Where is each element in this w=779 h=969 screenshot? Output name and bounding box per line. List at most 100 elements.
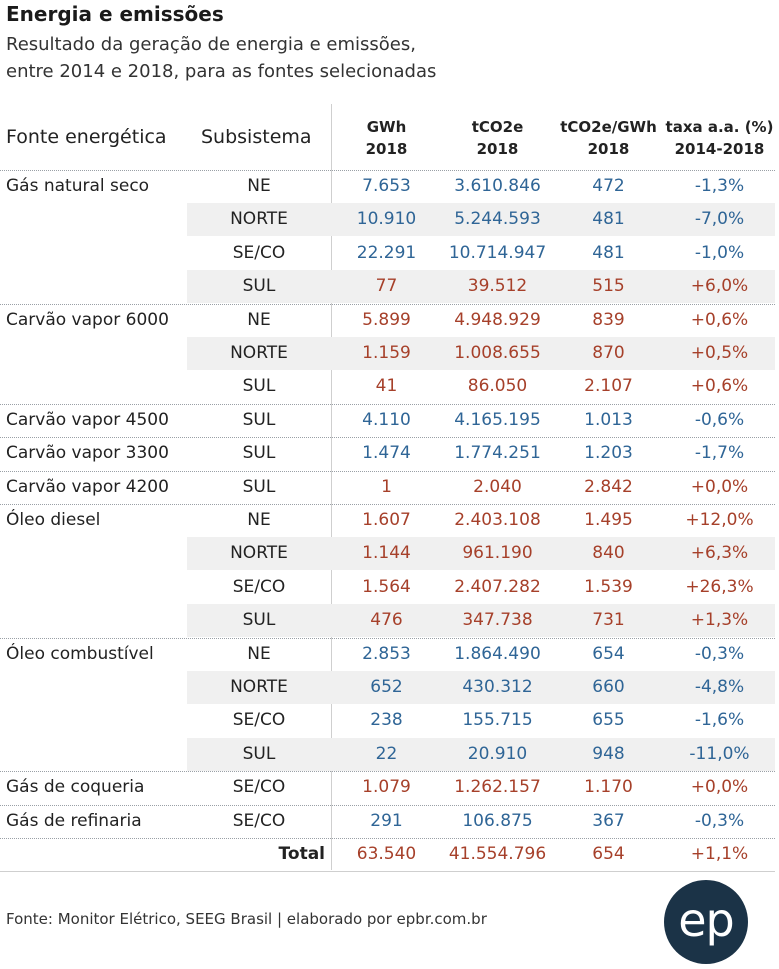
gwh-cell: 238 [370,710,403,731]
total-ratio: 654 [592,844,625,864]
table-row: NORTE 652 430.312 660 -4,8% [0,671,775,704]
taxa-cell: -0,6% [694,409,745,430]
ratio-cell: 515 [592,276,625,297]
tco2e-cell: 39.512 [467,276,528,297]
table-row: Carvão vapor 4500 SUL 4.110 4.165.195 1.013 -… [0,404,775,437]
ratio-cell: 655 [592,710,625,731]
tco2e-cell: 4.165.195 [454,409,541,430]
taxa-cell: +0,6% [690,309,749,330]
ratio-cell: 367 [592,810,625,831]
table-bottom-line [0,871,775,873]
subsistema-cell: SUL [242,409,276,430]
tco2e-cell: 3.610.846 [454,176,541,196]
gwh-cell: 1.474 [362,443,411,464]
subsistema-cell: NORTE [230,209,288,230]
subsistema-cell: SE/CO [232,710,286,731]
taxa-cell: -11,0% [689,743,750,764]
subsistema-cell: NE [247,176,271,196]
subsistema-cell: SUL [242,476,276,497]
gwh-cell: 10.910 [356,209,417,230]
subsistema-cell: NORTE [230,677,288,697]
subsistema-cell: NE [247,643,271,664]
header-tco2e-year: 2018 [476,140,519,158]
fonte-label: Carvão vapor 4500 [6,409,169,430]
header-fonte: Fonte energética [6,126,167,148]
fonte-label: Carvão vapor 4200 [6,476,169,497]
group-separator [0,403,775,405]
tco2e-cell: 20.910 [467,743,528,764]
gwh-cell: 1 [381,476,392,497]
row-shading [187,671,775,704]
chart-subtitle-line2: entre 2014 e 2018, para as fontes seleci… [6,61,437,82]
table-row: Carvão vapor 6000 NE 5.899 4.948.929 839 +0,6… [0,304,775,337]
table-row: SE/CO 1.564 2.407.282 1.539 +26,3% [0,571,775,604]
subsistema-cell: NORTE [230,343,288,363]
group-separator [0,804,775,806]
subsistema-cell: NE [247,510,271,530]
epbr-logo: ep [664,880,748,964]
table-row: Óleo diesel NE 1.607 2.403.108 1.495 +12,0% [0,504,775,537]
tco2e-cell: 4.948.929 [454,309,541,330]
fonte-label: Óleo combustível [6,643,154,664]
ratio-cell: 2.107 [584,376,633,397]
subsistema-cell: NE [247,309,271,330]
subsistema-cell: NORTE [230,543,288,564]
subsistema-cell: SUL [242,376,276,397]
header-taxa-label: taxa a.a. (%) [665,118,774,136]
group-separator [0,504,775,505]
taxa-cell: +26,3% [685,576,754,597]
fonte-label: Gás de refinaria [6,810,142,831]
total-tco2e: 41.554.796 [448,844,547,864]
ratio-cell: 481 [592,209,625,230]
row-shading [187,737,775,771]
taxa-cell: +0,6% [690,376,749,397]
subsistema-cell: SE/CO [232,810,286,831]
header-tco2e-label: tCO2e [471,118,524,136]
header-taxa: taxa a.a. (%) 2014-2018 [664,116,775,160]
ratio-cell: 1.013 [584,409,633,430]
header-ratio-year: 2018 [587,140,630,158]
taxa-cell: -1,7% [694,443,745,464]
table-row: Carvão vapor 3300 SUL 1.474 1.774.251 1.203 -… [0,437,775,470]
gwh-cell: 41 [375,376,398,397]
table-row: NORTE 1.144 961.190 840 +6,3% [0,537,775,571]
taxa-cell: -1,6% [694,710,745,731]
group-separator [0,470,775,472]
group-separator [0,771,775,773]
header-subsistema: Subsistema [201,126,312,148]
ratio-cell: 1.170 [584,777,633,798]
fonte-label: Gás de coqueria [6,777,145,798]
taxa-cell: -1,3% [694,176,745,196]
table-row: Carvão vapor 4200 SUL 1 2.040 2.842 +0,0% [0,471,775,504]
table-row: NORTE 1.159 1.008.655 870 +0,5% [0,337,775,370]
header-ratio-label: tCO2e/GWh [560,118,657,136]
tco2e-cell: 155.715 [462,710,533,731]
tco2e-cell: 5.244.593 [454,209,541,230]
total-gwh: 63.540 [356,844,417,864]
ratio-cell: 731 [592,610,625,631]
source-footer: Fonte: Monitor Elétrico, SEEG Brasil | e… [6,910,487,928]
row-shading [187,270,775,304]
taxa-cell: +12,0% [685,510,754,530]
ratio-cell: 1.203 [584,443,633,464]
row-shading [187,537,775,571]
row-shading [187,604,775,638]
header-taxa-period: 2014-2018 [674,140,765,158]
ratio-cell: 840 [592,543,625,564]
total-label: Total [278,844,325,864]
gwh-cell: 22 [375,743,398,764]
fonte-label: Óleo diesel [6,510,101,530]
fonte-label: Carvão vapor 6000 [6,309,169,330]
tco2e-cell: 2.407.282 [454,576,541,597]
tco2e-cell: 1.774.251 [454,443,541,464]
ratio-cell: 660 [592,677,625,697]
ratio-cell: 870 [592,343,625,363]
subsistema-cell: SUL [242,443,276,464]
gwh-cell: 4.110 [362,409,411,430]
chart-subtitle-line1: Resultado da geração de energia e emissõ… [6,34,416,55]
group-separator [0,637,775,639]
subsistema-cell: SE/CO [232,777,286,798]
table-row: Gás de coqueria SE/CO 1.079 1.262.157 1.170 +… [0,771,775,804]
taxa-cell: -4,8% [694,677,745,697]
ratio-cell: 2.842 [584,476,633,497]
